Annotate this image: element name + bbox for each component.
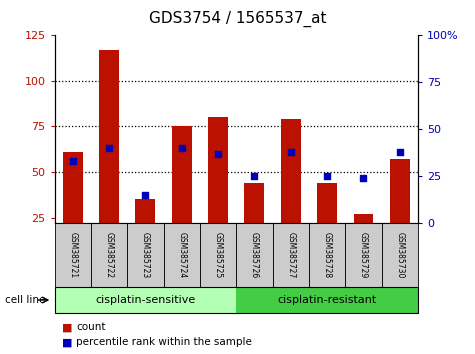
Bar — [281, 119, 301, 223]
Point — [69, 158, 76, 164]
Bar — [390, 159, 410, 223]
Point — [142, 192, 149, 198]
Text: ■: ■ — [62, 337, 72, 347]
Text: ■: ■ — [62, 322, 72, 332]
Bar — [208, 118, 228, 223]
Bar — [237, 223, 273, 287]
Point — [105, 145, 113, 151]
Bar — [55, 223, 91, 287]
Point — [287, 149, 294, 155]
Point — [360, 175, 367, 181]
Bar — [345, 223, 381, 287]
Text: GSM385723: GSM385723 — [141, 232, 150, 278]
Text: cisplatin-sensitive: cisplatin-sensitive — [95, 295, 196, 305]
Bar — [317, 183, 337, 223]
Text: GSM385721: GSM385721 — [68, 232, 77, 278]
Text: cisplatin-resistant: cisplatin-resistant — [277, 295, 377, 305]
Bar — [91, 223, 127, 287]
Bar — [63, 152, 83, 223]
Bar — [309, 223, 345, 287]
Bar — [135, 199, 155, 223]
Text: GSM385726: GSM385726 — [250, 232, 259, 278]
Bar — [99, 50, 119, 223]
Text: GSM385722: GSM385722 — [104, 232, 114, 278]
Bar — [55, 287, 237, 313]
Text: GSM385727: GSM385727 — [286, 232, 295, 278]
Text: GSM385728: GSM385728 — [323, 232, 332, 278]
Text: cell line: cell line — [5, 295, 45, 305]
Bar — [127, 223, 163, 287]
Bar — [353, 214, 373, 223]
Bar — [273, 223, 309, 287]
Point — [251, 173, 258, 179]
Point — [178, 145, 186, 151]
Text: GSM385729: GSM385729 — [359, 232, 368, 278]
Point — [323, 173, 331, 179]
Text: GDS3754 / 1565537_at: GDS3754 / 1565537_at — [149, 11, 326, 27]
Bar — [245, 183, 265, 223]
Bar — [381, 223, 418, 287]
Text: count: count — [76, 322, 105, 332]
Bar — [172, 126, 192, 223]
Text: GSM385724: GSM385724 — [177, 232, 186, 278]
Bar — [200, 223, 237, 287]
Text: percentile rank within the sample: percentile rank within the sample — [76, 337, 252, 347]
Point — [214, 151, 222, 156]
Bar — [163, 223, 200, 287]
Text: GSM385725: GSM385725 — [214, 232, 223, 278]
Text: GSM385730: GSM385730 — [395, 232, 404, 278]
Bar — [237, 287, 418, 313]
Point — [396, 149, 404, 155]
